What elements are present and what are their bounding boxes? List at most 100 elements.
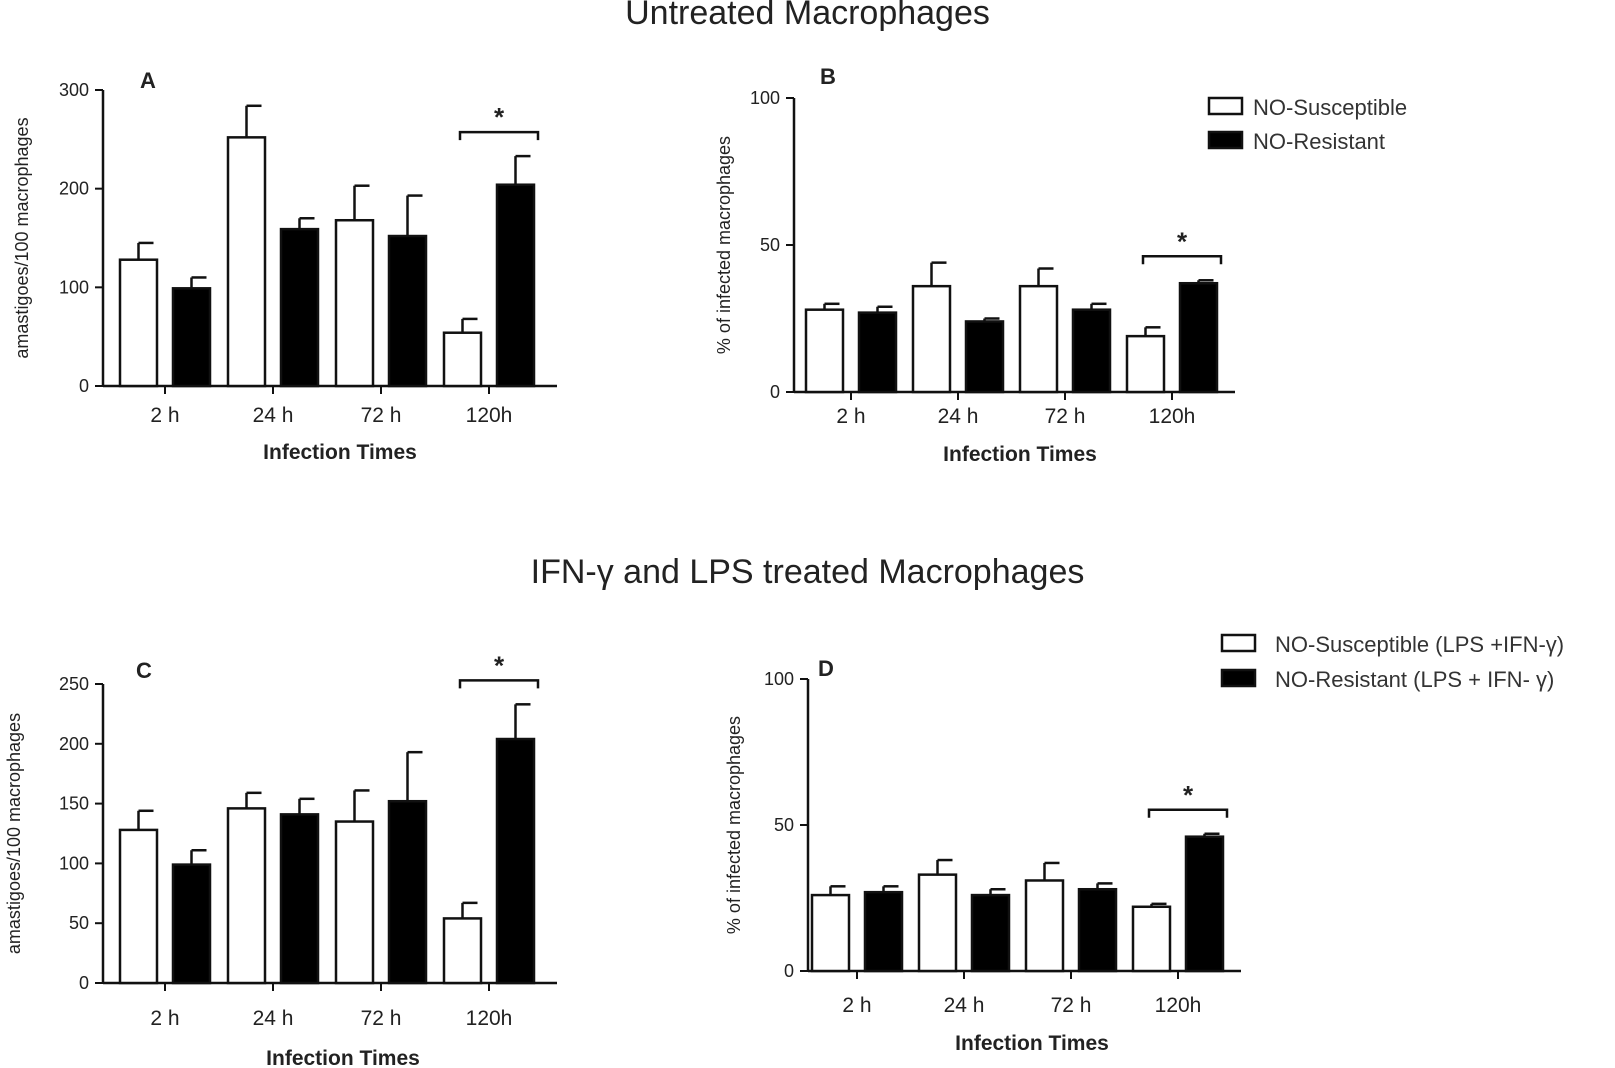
bar-susceptible xyxy=(118,828,159,985)
bar-resistant xyxy=(1184,835,1225,973)
legend-swatch-susceptible xyxy=(1207,96,1244,116)
category-label: 120h xyxy=(1155,994,1202,1017)
y-axis-label: amastigoes/100 macrophages xyxy=(12,117,32,358)
bar-susceptible xyxy=(1131,905,1172,973)
significance-bracket xyxy=(458,130,540,141)
category-label: 72 h xyxy=(1045,405,1086,428)
significance-star: * xyxy=(494,102,505,132)
category-label: 120h xyxy=(1149,405,1196,428)
y-tick-label: 50 xyxy=(774,815,794,835)
category-label: 2 h xyxy=(150,404,179,427)
y-tick-label: 300 xyxy=(59,80,89,100)
category-label: 2 h xyxy=(150,1007,179,1030)
y-tick-label: 100 xyxy=(750,88,780,108)
y-axis-label: amastigoes/100 macrophages xyxy=(4,713,24,954)
legend-label-susceptible: NO-Susceptible xyxy=(1253,95,1407,120)
panel-letter: C xyxy=(136,658,152,683)
bar-susceptible xyxy=(442,331,483,388)
legend-swatch-resistant xyxy=(1207,130,1244,150)
bar-susceptible xyxy=(1018,284,1059,394)
y-tick-label: 50 xyxy=(69,913,89,933)
bar-susceptible xyxy=(810,893,851,973)
y-tick-label: 100 xyxy=(59,277,89,297)
bar-resistant xyxy=(171,287,212,388)
bar-resistant xyxy=(279,813,320,985)
bar-resistant xyxy=(387,799,428,985)
legend-swatch-resistant-treated xyxy=(1220,668,1257,688)
significance-bracket xyxy=(1147,808,1229,818)
category-label: 120h xyxy=(466,1007,513,1030)
bar-susceptible xyxy=(334,218,375,388)
y-tick-label: 200 xyxy=(59,179,89,199)
bar-resistant xyxy=(387,234,428,388)
bar-susceptible xyxy=(917,873,958,973)
panel-c: 0 50 100 150 200 250 2 h 24 h 72 h 120h * C Infectio… xyxy=(4,650,557,1068)
category-label: 72 h xyxy=(361,404,402,427)
bar-susceptible xyxy=(804,308,845,394)
y-tick-label: 250 xyxy=(59,674,89,694)
bar-susceptible xyxy=(118,258,159,388)
significance-star: * xyxy=(494,650,505,680)
bar-resistant xyxy=(970,893,1011,973)
bar-susceptible xyxy=(334,820,375,985)
panel-letter: B xyxy=(820,64,836,89)
category-label: 24 h xyxy=(938,405,979,428)
x-axis-label: Infection Times xyxy=(955,1032,1109,1055)
bar-susceptible xyxy=(442,917,483,985)
panel-letter: D xyxy=(818,656,834,681)
section-title-untreated: Untreated Macrophages xyxy=(625,0,990,32)
category-label: 120h xyxy=(466,404,513,427)
y-tick-label: 0 xyxy=(79,973,89,993)
legend-swatch-susceptible-treated xyxy=(1220,633,1257,653)
bar-resistant xyxy=(863,890,904,973)
legend-label-resistant-treated: NO-Resistant (LPS + IFN- γ) xyxy=(1275,667,1554,692)
y-tick-label: 150 xyxy=(59,794,89,814)
legend-label-resistant: NO-Resistant xyxy=(1253,129,1385,154)
panel-d: 0 50 100 2 h 24 h 72 h 120h * D Infection Times % … xyxy=(724,656,1241,1055)
category-label: 24 h xyxy=(253,404,294,427)
bar-resistant xyxy=(495,183,536,388)
legend-top: NO-Susceptible NO-Resistant xyxy=(1207,95,1407,154)
y-axis-label: % of infected macrophages xyxy=(714,136,734,354)
category-label: 2 h xyxy=(836,405,865,428)
significance-bracket xyxy=(1141,255,1223,265)
x-axis-label: Infection Times xyxy=(943,443,1097,466)
y-tick-label: 0 xyxy=(770,382,780,402)
significance-bracket xyxy=(458,679,540,689)
bar-resistant xyxy=(857,311,898,394)
category-label: 2 h xyxy=(842,994,871,1017)
bar-resistant xyxy=(1178,281,1219,394)
bar-resistant xyxy=(171,863,212,985)
y-tick-label: 100 xyxy=(59,853,89,873)
significance-star: * xyxy=(1177,226,1188,256)
y-tick-label: 100 xyxy=(764,669,794,689)
category-label: 72 h xyxy=(1051,994,1092,1017)
bar-resistant xyxy=(964,320,1005,394)
bar-susceptible xyxy=(1125,334,1166,394)
bar-susceptible xyxy=(1024,879,1065,973)
y-tick-label: 200 xyxy=(59,734,89,754)
panel-b: 0 50 100 2 h 24 h 72 h 120h * B Infection Times % … xyxy=(714,64,1235,466)
section-title-treated: IFN-γ and LPS treated Macrophages xyxy=(530,553,1085,591)
panel-a: 0 100 200 300 2 h 24 h 72 h 120h * A Infection Tim… xyxy=(12,68,557,464)
x-axis-label: Infection Times xyxy=(266,1047,420,1068)
x-axis-label: Infection Times xyxy=(263,441,417,464)
bar-resistant xyxy=(1077,887,1118,973)
panel-letter: A xyxy=(140,68,156,93)
bar-susceptible xyxy=(911,284,952,394)
y-tick-label: 50 xyxy=(760,235,780,255)
bar-resistant xyxy=(1071,308,1112,394)
bar-resistant xyxy=(279,227,320,388)
bar-susceptible xyxy=(226,807,267,985)
category-label: 24 h xyxy=(944,994,985,1017)
y-tick-label: 0 xyxy=(79,376,89,396)
legend-bottom: NO-Susceptible (LPS +IFN-γ) NO-Resistant… xyxy=(1220,632,1564,692)
legend-label-susceptible-treated: NO-Susceptible (LPS +IFN-γ) xyxy=(1275,632,1564,657)
y-tick-label: 0 xyxy=(784,961,794,981)
bar-resistant xyxy=(495,737,536,985)
bar-susceptible xyxy=(226,136,267,388)
category-label: 24 h xyxy=(253,1007,294,1030)
category-label: 72 h xyxy=(361,1007,402,1030)
significance-star: * xyxy=(1183,780,1194,810)
